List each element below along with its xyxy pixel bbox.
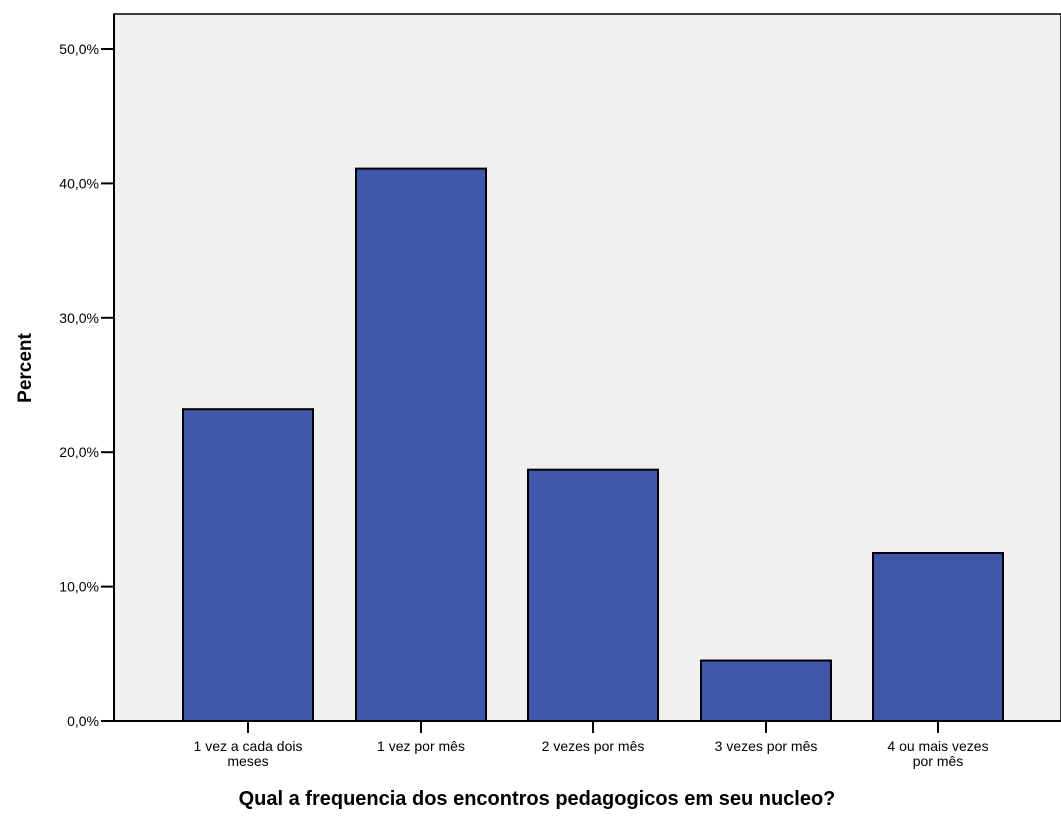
y-tick-label: 50,0%: [59, 41, 99, 57]
x-tick-label: 3 vezes por mês: [715, 738, 818, 754]
y-tick-label: 40,0%: [59, 175, 99, 191]
x-tick-label-line: 2 vezes por mês: [542, 738, 645, 754]
x-tick-label-line: meses: [227, 753, 268, 769]
bar: [872, 552, 1004, 722]
bar: [527, 468, 659, 722]
x-ticks-group: 1 vez a cada dois meses 1 vez por mês 2 vez…: [194, 721, 989, 769]
y-tick-label: 20,0%: [59, 444, 99, 460]
x-tick-label: 4 ou mais vezes por mês: [887, 738, 988, 769]
bar: [700, 659, 832, 723]
x-tick-label-line: 1 vez por mês: [377, 738, 465, 754]
x-tick-label: 1 vez a cada dois meses: [194, 738, 303, 769]
x-tick-label-line: 4 ou mais vezes: [887, 738, 988, 754]
x-axis-title: Qual a frequencia dos encontros pedagogi…: [239, 788, 836, 810]
bar: [355, 167, 487, 722]
bar: [182, 408, 314, 722]
y-tick-label: 0,0%: [67, 713, 99, 729]
y-axis-title: Percent: [15, 332, 36, 402]
y-tick-label: 10,0%: [59, 579, 99, 595]
y-ticks-group: 0,0% 10,0% 20,0% 30,0% 40,0% 50,0%: [59, 41, 114, 729]
x-tick-label-line: por mês: [913, 753, 964, 769]
y-tick-label: 30,0%: [59, 310, 99, 326]
x-tick-label-line: 1 vez a cada dois: [194, 738, 303, 754]
x-tick-label: 2 vezes por mês: [542, 738, 645, 754]
x-tick-label: 1 vez por mês: [377, 738, 465, 754]
x-tick-label-line: 3 vezes por mês: [715, 738, 818, 754]
